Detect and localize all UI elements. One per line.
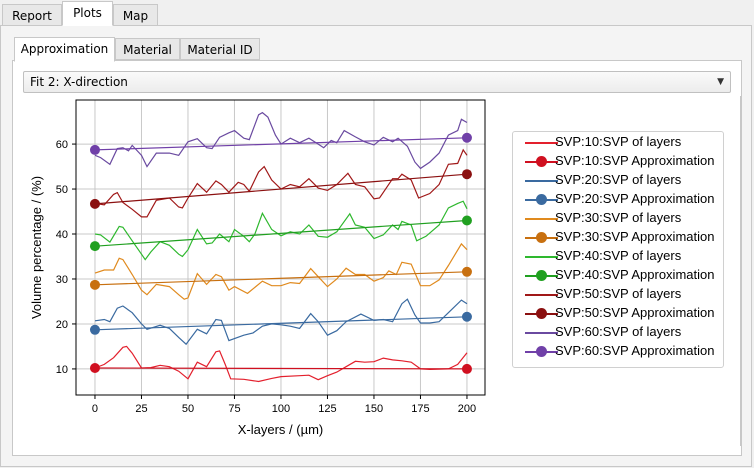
fit-marker — [89, 363, 100, 374]
legend-label: SVP:30:SVP of layers — [555, 210, 682, 225]
series-line — [94, 242, 468, 300]
fit-line — [94, 316, 468, 331]
fit-marker — [89, 144, 100, 155]
x-tick-label: 100 — [272, 403, 290, 415]
chevron-down-icon: ▼ — [717, 77, 724, 87]
y-tick-label: 10 — [56, 364, 68, 376]
x-axis-label: X-layers / (µm) — [238, 422, 324, 437]
legend-swatch — [525, 294, 558, 296]
legend-label: SVP:60:SVP of layers — [555, 324, 682, 339]
fit-marker — [461, 266, 472, 277]
fit-marker — [89, 324, 100, 335]
legend-label: SVP:10:SVP of layers — [555, 134, 682, 149]
y-axis-label: Volume percentage / (%) — [29, 176, 44, 319]
y-tick-label: 50 — [56, 184, 68, 196]
legend-marker — [536, 346, 547, 357]
fit-marker — [461, 132, 472, 143]
legend-entry: SVP:40:SVP Approximation — [513, 266, 723, 285]
legend-swatch — [525, 180, 558, 182]
legend-marker — [536, 156, 547, 167]
legend-entry: SVP:60:SVP of layers — [513, 323, 723, 342]
fit-marker — [461, 215, 472, 226]
x-tick-label: 125 — [318, 403, 336, 415]
legend-label: SVP:40:SVP of layers — [555, 248, 682, 263]
legend-entry: SVP:20:SVP of layers — [513, 171, 723, 190]
legend-entry: SVP:10:SVP of layers — [513, 133, 723, 152]
approximation-chart: 0 25 50 75 100 125 150 175 200 10 20 30 40 50 60 X-laye… — [22, 96, 492, 446]
legend-entry: SVP:10:SVP Approximation — [513, 152, 723, 171]
chart-legend: SVP:10:SVP of layers SVP:10:SVP Approxima… — [512, 131, 724, 368]
legend-entry: SVP:50:SVP Approximation — [513, 304, 723, 323]
x-tick-label: 150 — [365, 403, 383, 415]
legend-swatch — [525, 142, 558, 144]
fit-marker — [89, 241, 100, 252]
legend-label: SVP:10:SVP Approximation — [555, 153, 715, 168]
x-tick-label: 200 — [458, 403, 476, 415]
series-line — [94, 111, 468, 170]
fit-marker — [461, 363, 472, 374]
tab-approximation[interactable]: Approximation — [14, 37, 115, 62]
legend-label: SVP:20:SVP of layers — [555, 172, 682, 187]
series-line — [94, 200, 468, 261]
fit-select[interactable]: Fit 2: X-direction ▼ — [23, 71, 731, 93]
legend-entry: SVP:30:SVP Approximation — [513, 228, 723, 247]
legend-entry: SVP:60:SVP Approximation — [513, 342, 723, 361]
legend-marker — [536, 232, 547, 243]
fit-marker — [89, 279, 100, 290]
legend-marker — [536, 308, 547, 319]
fit-line — [94, 367, 468, 370]
axes-frame — [75, 99, 486, 396]
series-line — [94, 148, 468, 218]
legend-label: SVP:40:SVP Approximation — [555, 267, 715, 282]
tab-plots[interactable]: Plots — [62, 1, 113, 26]
x-tick-label: 50 — [182, 403, 194, 415]
legend-entry: SVP:20:SVP Approximation — [513, 190, 723, 209]
x-tick-label: 75 — [228, 403, 240, 415]
legend-marker — [536, 194, 547, 205]
legend-entry: SVP:40:SVP of layers — [513, 247, 723, 266]
legend-swatch — [525, 256, 558, 258]
y-tick-label: 60 — [56, 139, 68, 151]
fit-marker — [89, 198, 100, 209]
x-tick-label: 175 — [411, 403, 429, 415]
fit-line — [94, 219, 468, 247]
legend-swatch — [525, 332, 558, 334]
legend-label: SVP:50:SVP of layers — [555, 286, 682, 301]
y-tick-label: 40 — [56, 229, 68, 241]
fit-select-value: Fit 2: X-direction — [30, 75, 128, 89]
fit-marker — [461, 169, 472, 180]
y-tick-label: 30 — [56, 274, 68, 286]
tab-map[interactable]: Map — [113, 4, 158, 26]
fit-marker — [461, 311, 472, 322]
fit-line — [94, 137, 468, 151]
x-tick-label: 25 — [135, 403, 147, 415]
divider — [740, 96, 741, 446]
legend-entry: SVP:30:SVP of layers — [513, 209, 723, 228]
legend-label: SVP:30:SVP Approximation — [555, 229, 715, 244]
legend-label: SVP:50:SVP Approximation — [555, 305, 715, 320]
legend-swatch — [525, 218, 558, 220]
tab-report[interactable]: Report — [2, 4, 62, 26]
y-tick-label: 20 — [56, 319, 68, 331]
fit-line — [94, 173, 468, 205]
tab-material-id[interactable]: Material ID — [180, 38, 260, 60]
fit-line — [94, 271, 468, 286]
legend-label: SVP:60:SVP Approximation — [555, 343, 715, 358]
x-tick-label: 0 — [92, 403, 98, 415]
legend-marker — [536, 270, 547, 281]
legend-label: SVP:20:SVP Approximation — [555, 191, 715, 206]
tab-material[interactable]: Material — [115, 38, 180, 60]
legend-entry: SVP:50:SVP of layers — [513, 285, 723, 304]
